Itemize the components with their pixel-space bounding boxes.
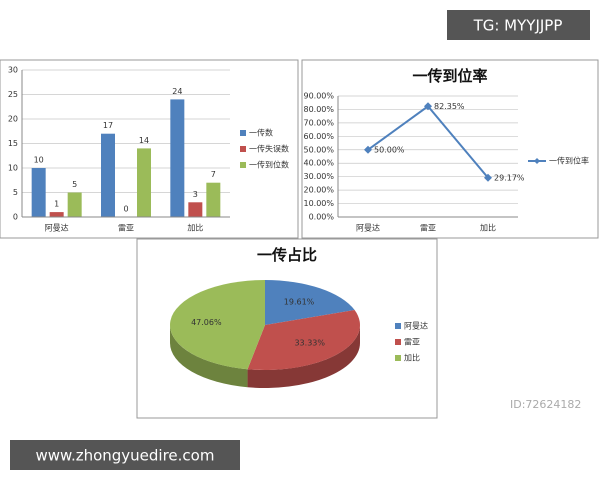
data-label: 24 bbox=[172, 87, 182, 96]
y-tick-label: 60.00% bbox=[303, 132, 334, 141]
y-tick-label: 80.00% bbox=[303, 105, 334, 114]
legend-swatch bbox=[240, 146, 246, 152]
data-label: 3 bbox=[193, 190, 198, 199]
legend-label: 加比 bbox=[404, 353, 420, 363]
data-label: 33.33% bbox=[294, 339, 325, 348]
legend-swatch bbox=[240, 162, 246, 168]
pie-slice bbox=[170, 280, 265, 370]
site-text: www.zhongyuedire.com bbox=[36, 447, 215, 465]
y-tick-label: 70.00% bbox=[303, 118, 334, 127]
data-label: 7 bbox=[211, 170, 216, 179]
legend-swatch bbox=[240, 130, 246, 136]
bar bbox=[188, 202, 203, 217]
data-label: 47.06% bbox=[191, 318, 222, 327]
chart-frame bbox=[301, 59, 599, 239]
legend-label: 一传数 bbox=[249, 128, 273, 138]
tag-box bbox=[447, 10, 590, 40]
y-tick-label: 30.00% bbox=[303, 172, 334, 181]
y-tick-label: 15 bbox=[8, 139, 18, 148]
marker bbox=[484, 173, 492, 182]
y-tick-label: 10 bbox=[8, 164, 18, 173]
data-label: 50.00% bbox=[374, 145, 405, 154]
data-label: 29.17% bbox=[494, 173, 525, 182]
x-tick-label: 雷亚 bbox=[118, 224, 134, 233]
legend-label: 一传到位数 bbox=[249, 160, 289, 170]
bar bbox=[137, 148, 151, 217]
y-tick-label: 0.00% bbox=[309, 213, 335, 222]
y-tick-label: 90.00% bbox=[303, 92, 334, 101]
data-label: 1 bbox=[54, 200, 59, 209]
bar bbox=[49, 212, 64, 217]
bar bbox=[67, 192, 82, 217]
legend-swatch bbox=[395, 355, 401, 361]
x-tick-label: 加比 bbox=[480, 223, 496, 233]
x-tick-label: 加比 bbox=[187, 223, 203, 233]
marker bbox=[364, 145, 372, 154]
bar bbox=[31, 168, 46, 217]
bar bbox=[206, 182, 221, 217]
data-label: 5 bbox=[72, 180, 77, 189]
pie-side bbox=[169, 325, 248, 388]
y-tick-label: 30 bbox=[8, 66, 18, 75]
legend-label: 阿曼达 bbox=[404, 321, 428, 331]
y-tick-label: 25 bbox=[8, 90, 18, 99]
y-tick-label: 20 bbox=[8, 115, 18, 124]
pie-slice bbox=[247, 310, 361, 371]
x-tick-label: 阿曼达 bbox=[356, 223, 380, 233]
legend-label: 雷亚 bbox=[404, 338, 420, 347]
legend-label: 一传到位率 bbox=[549, 156, 589, 166]
bar bbox=[170, 99, 185, 217]
y-tick-label: 5 bbox=[13, 188, 18, 197]
site-box bbox=[10, 440, 240, 470]
y-tick-label: 20.00% bbox=[303, 186, 334, 195]
y-tick-label: 10.00% bbox=[303, 199, 334, 208]
y-tick-label: 40.00% bbox=[303, 159, 334, 168]
pie-slice bbox=[265, 280, 355, 325]
chart-title: 一传到位率 bbox=[412, 67, 487, 85]
y-tick-label: 50.00% bbox=[303, 145, 334, 154]
data-label: 10 bbox=[34, 156, 44, 165]
y-tick-label: 0 bbox=[13, 213, 18, 222]
data-label: 17 bbox=[103, 121, 113, 130]
x-tick-label: 雷亚 bbox=[420, 224, 436, 233]
legend-swatch bbox=[534, 158, 540, 164]
data-label: 82.35% bbox=[434, 102, 465, 111]
chart-title: 一传占比 bbox=[257, 246, 317, 264]
legend-label: 一传失误数 bbox=[249, 144, 289, 154]
data-label: 14 bbox=[139, 136, 149, 145]
data-label: 0 bbox=[123, 205, 128, 214]
marker bbox=[424, 102, 432, 111]
legend-swatch bbox=[395, 339, 401, 345]
tag-text: TG: MYYJJPP bbox=[473, 17, 563, 35]
legend-swatch bbox=[395, 323, 401, 329]
x-tick-label: 阿曼达 bbox=[45, 223, 69, 233]
pie-side bbox=[247, 325, 360, 389]
data-label: 19.61% bbox=[284, 298, 315, 307]
watermark: ID:72624182 bbox=[510, 398, 581, 411]
bar bbox=[101, 133, 115, 217]
